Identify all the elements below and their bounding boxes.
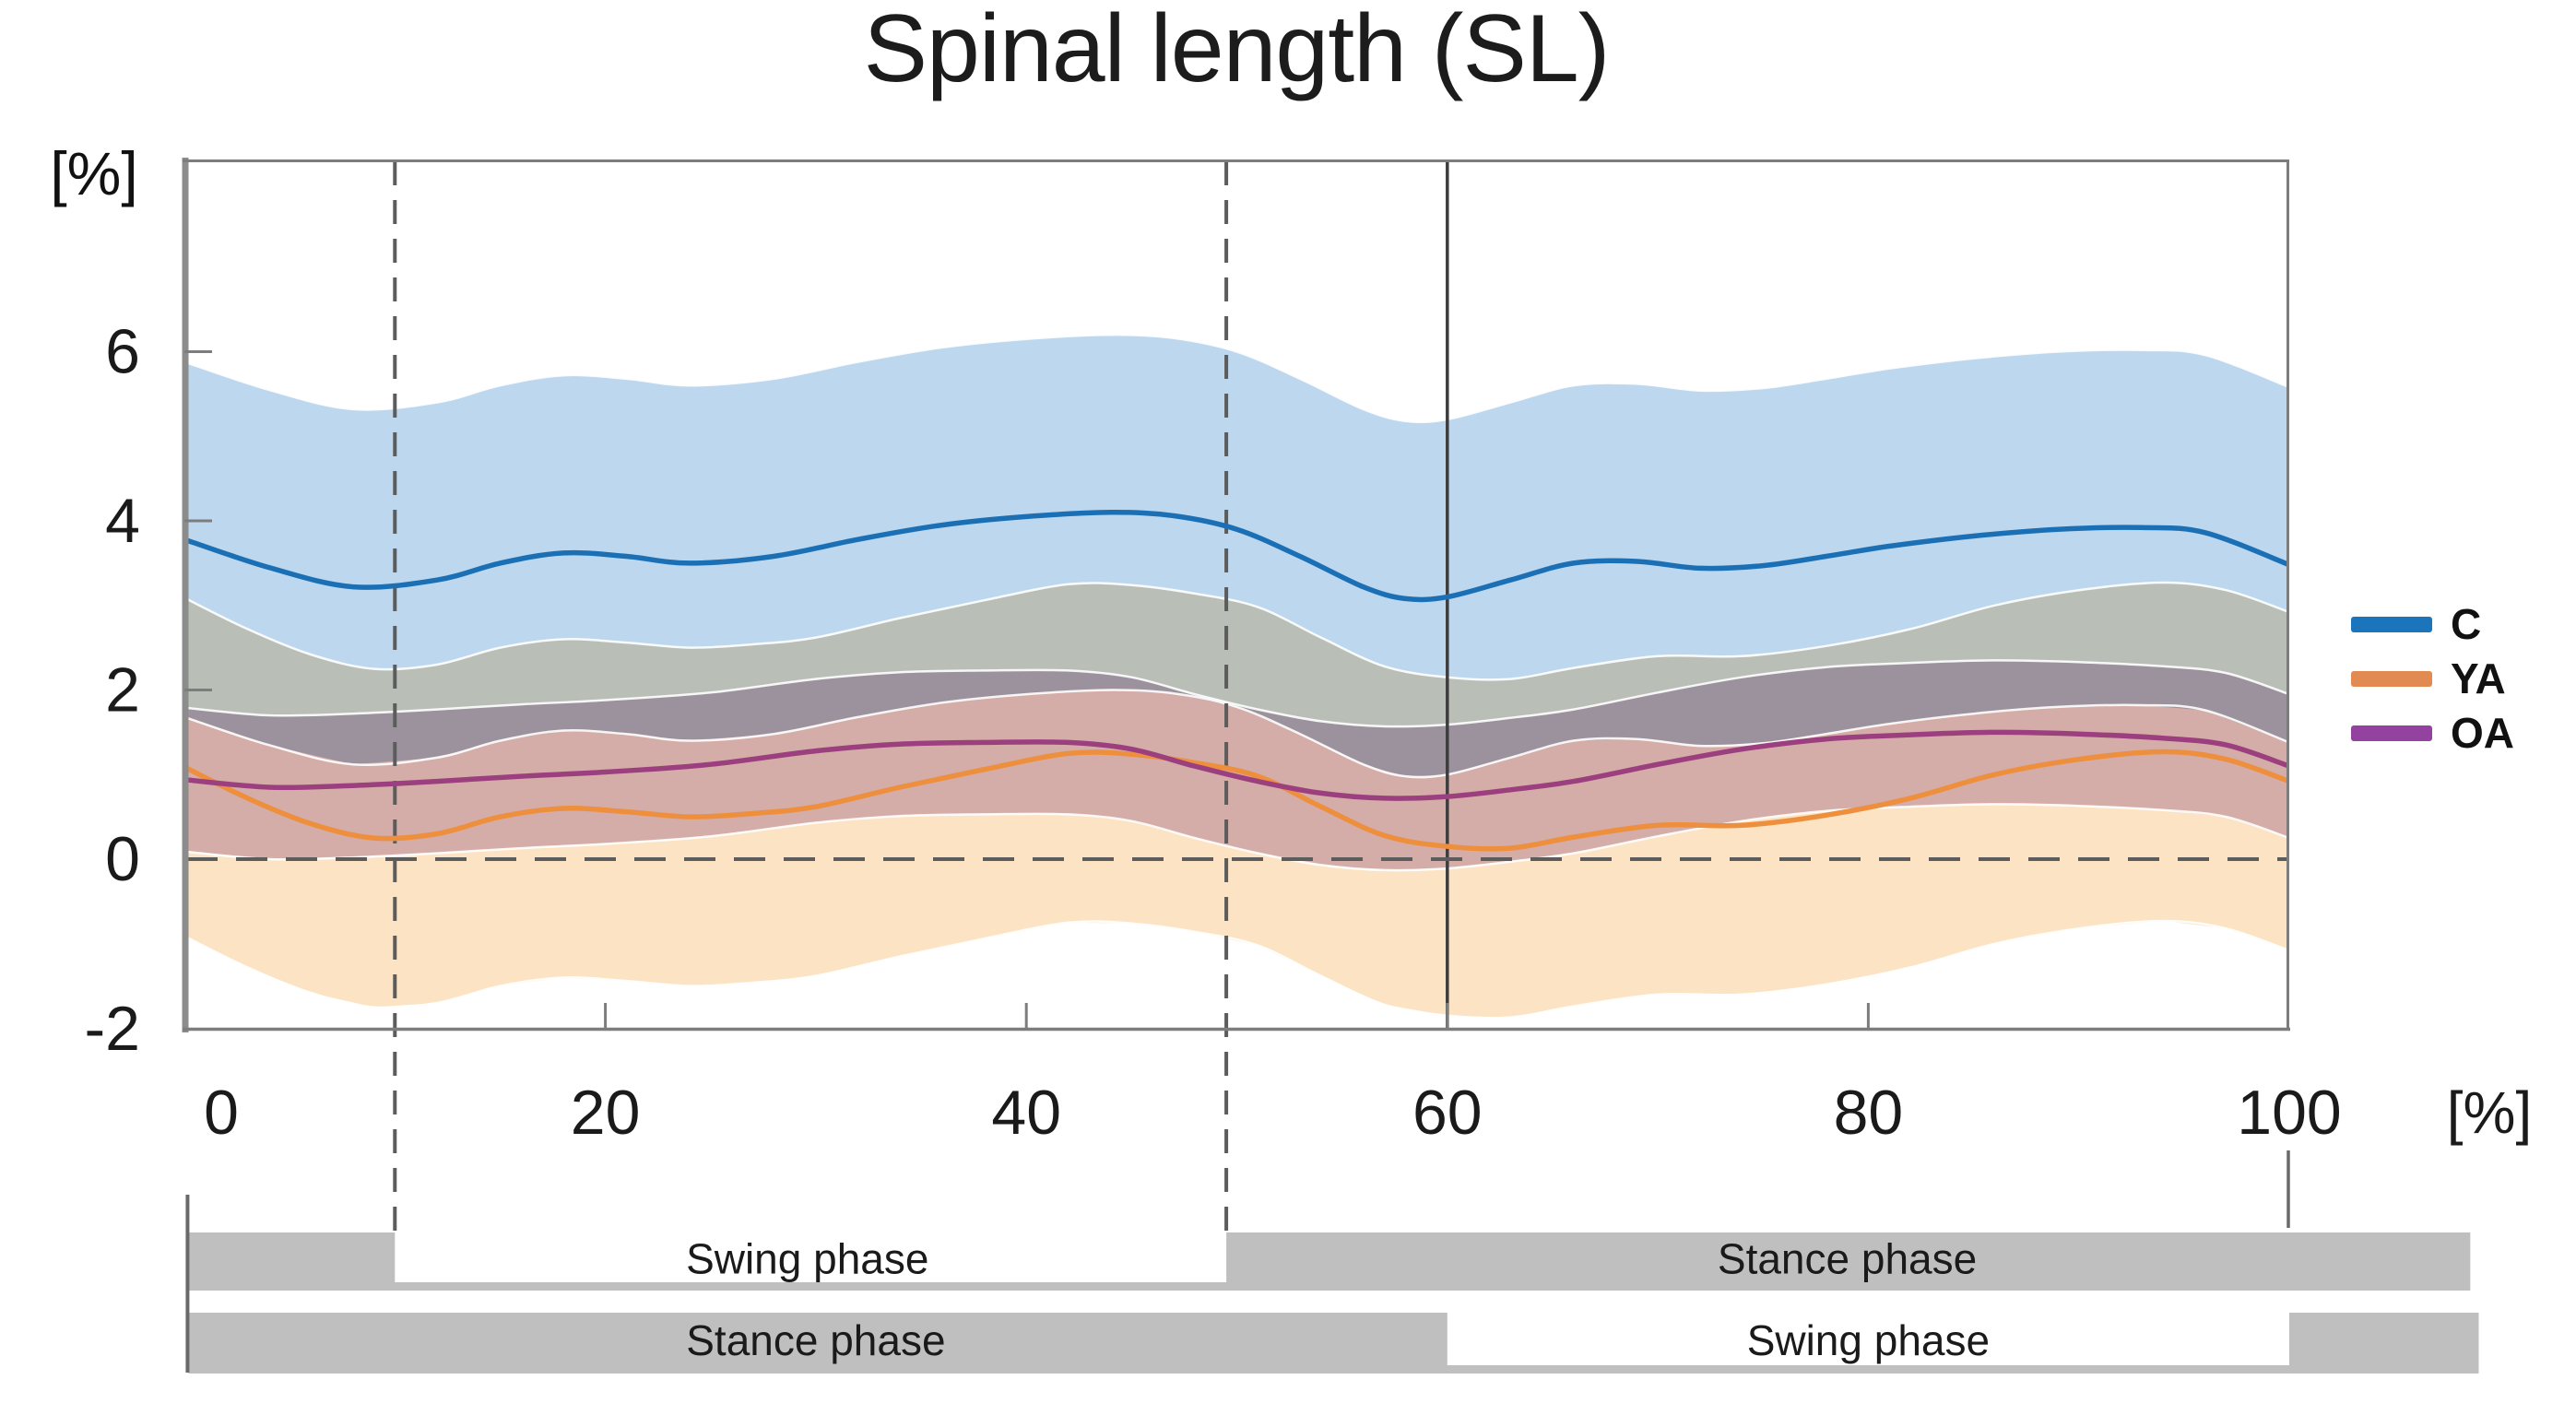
legend-swatch-C [2351,616,2432,632]
band-edge-C [184,333,2289,424]
line-OA [184,729,2289,801]
legend-row-C: C [2351,603,2572,645]
chart-title: Spinal length (SL) [863,0,1611,102]
phase-label: Swing phase [686,1235,928,1283]
legend-label: YA [2451,654,2506,702]
x-tick-label-80: 80 [1834,1078,1904,1148]
chart-legend: C YA OA [2351,603,2572,754]
y-tick-label--2: -2 [85,994,140,1064]
band-edge-YA [184,919,2289,1020]
x-tick-label-20: 20 [571,1078,641,1148]
y-axis-unit-label: [%] [50,139,138,207]
band-edges [184,333,2289,1020]
mean-lines [184,510,2289,852]
x-tick-label-100: 100 [2237,1078,2341,1148]
y-tick-label-4: 4 [105,486,140,556]
x-tick-label-40: 40 [991,1078,1061,1148]
legend-label: C [2451,600,2482,648]
band-edge-OA [184,659,2289,728]
band-edge-C [184,689,2289,779]
band-edge-YA [184,581,2289,681]
band-C [184,335,2289,777]
legend-row-OA: OA [2351,712,2572,754]
legend-swatch-OA [2351,725,2432,741]
y-tick-label-2: 2 [105,655,140,725]
y-tick-label-0: 0 [105,824,140,894]
x-tick-label-60: 60 [1412,1078,1483,1148]
x-tick-label-0: 0 [204,1078,239,1148]
legend-label: OA [2451,709,2514,757]
band-edge-OA [184,803,2289,872]
confidence-bands [184,335,2289,1018]
legend-row-YA: YA [2351,657,2572,700]
phase-label: Stance phase [686,1316,945,1364]
line-C [184,510,2289,603]
x-axis-unit-label: [%] [2447,1079,2532,1146]
phase-label: Stance phase [1718,1235,1977,1283]
legend-swatch-YA [2351,670,2432,687]
y-tick-label-6: 6 [105,317,140,387]
phase-bar-2-gap [1447,1313,2289,1365]
phase-label: Swing phase [1747,1316,1990,1364]
line-YA [184,749,2289,852]
phase-bar-1-gap [395,1232,1227,1282]
